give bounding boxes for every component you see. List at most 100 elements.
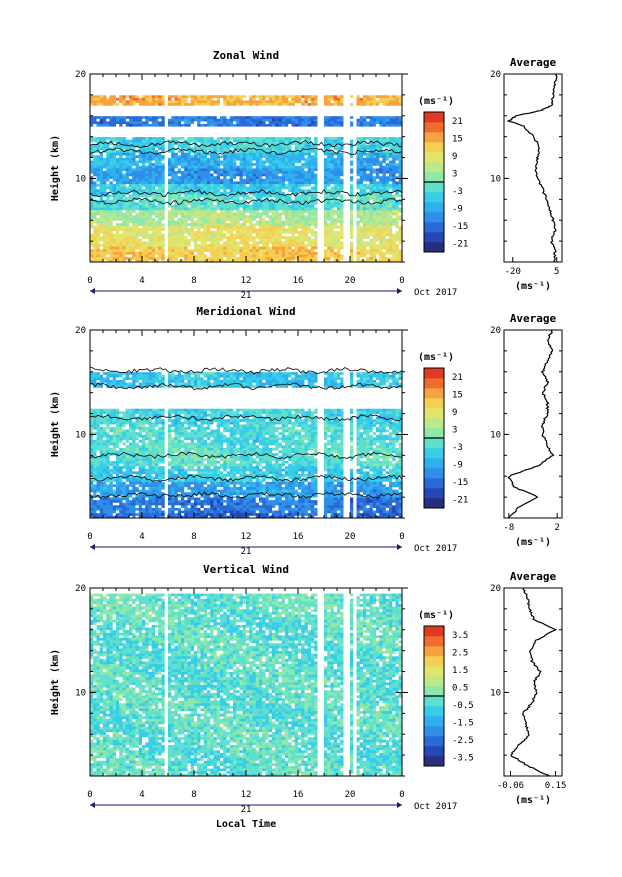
heatmap-cell: [100, 231, 104, 234]
heatmap-cell: [188, 79, 192, 82]
heatmap-cell: [207, 111, 211, 114]
heatmap-cell: [100, 252, 104, 255]
heatmap-cell: [116, 131, 120, 134]
heatmap-cell: [126, 118, 130, 121]
heatmap-cell: [119, 184, 123, 187]
heatmap-cell: [220, 205, 224, 208]
heatmap-cell: [171, 116, 175, 119]
heatmap-cell: [158, 163, 162, 166]
heatmap-cell: [142, 98, 146, 101]
heatmap-cell: [191, 210, 195, 213]
heatmap-cell: [217, 176, 221, 179]
heatmap-cell: [126, 233, 130, 236]
heatmap-cell: [142, 181, 146, 184]
heatmap-cell: [90, 233, 94, 236]
heatmap-cell: [119, 131, 123, 134]
heatmap-cell: [132, 118, 136, 121]
heatmap-cell: [123, 82, 127, 85]
heatmap-cell: [126, 207, 130, 210]
heatmap-cell: [227, 131, 231, 134]
heatmap-cell: [123, 111, 127, 114]
heatmap-cell: [220, 87, 224, 90]
heatmap-cell: [136, 168, 140, 171]
heatmap-cell: [217, 82, 221, 85]
heatmap-cell: [149, 231, 153, 234]
heatmap-cell: [184, 228, 188, 231]
heatmap-cell: [227, 241, 231, 244]
heatmap-cell: [158, 134, 162, 137]
heatmap-cell: [158, 98, 162, 101]
heatmap-cell: [152, 82, 156, 85]
heatmap-cell: [191, 223, 195, 226]
heatmap-cell: [191, 155, 195, 158]
heatmap-cell: [227, 90, 231, 93]
heatmap-cell: [191, 249, 195, 252]
heatmap-cell: [233, 212, 237, 215]
heatmap-cell: [217, 189, 221, 192]
heatmap-cell: [201, 87, 205, 90]
heatmap-cell: [139, 181, 143, 184]
heatmap-cell: [210, 77, 214, 80]
heatmap-cell: [201, 254, 205, 257]
heatmap-cell: [129, 121, 133, 124]
heatmap-cell: [223, 118, 227, 121]
heatmap-cell: [175, 103, 179, 106]
heatmap-cell: [214, 103, 218, 106]
heatmap-cell: [162, 239, 166, 242]
heatmap-cell: [194, 165, 198, 168]
heatmap-cell: [207, 129, 211, 132]
heatmap-cell: [113, 199, 117, 202]
heatmap-cell: [165, 236, 169, 239]
heatmap-cell: [210, 241, 214, 244]
heatmap-cell: [233, 77, 237, 80]
heatmap-cell: [204, 77, 208, 80]
heatmap-cell: [152, 79, 156, 82]
heatmap-cell: [110, 249, 114, 252]
heatmap-cell: [119, 121, 123, 124]
heatmap-cell: [103, 257, 107, 260]
heatmap-cell: [197, 108, 201, 111]
heatmap-cell: [230, 113, 234, 116]
heatmap-cell: [103, 145, 107, 148]
heatmap-cell: [233, 210, 237, 213]
heatmap-cell: [220, 134, 224, 137]
heatmap-cell: [110, 197, 114, 200]
heatmap-cell: [110, 145, 114, 148]
heatmap-cell: [152, 228, 156, 231]
heatmap-cell: [113, 160, 117, 163]
heatmap-cell: [149, 252, 153, 255]
heatmap-cell: [191, 246, 195, 249]
heatmap-cell: [132, 95, 136, 98]
heatmap-cell: [171, 129, 175, 132]
heatmap-cell: [171, 186, 175, 189]
heatmap-cell: [210, 225, 214, 228]
heatmap-cell: [184, 90, 188, 93]
heatmap-cell: [227, 158, 231, 161]
heatmap-cell: [155, 129, 159, 132]
heatmap-cell: [162, 252, 166, 255]
heatmap-cell: [210, 155, 214, 158]
heatmap-cell: [168, 181, 172, 184]
heatmap-cell: [149, 249, 153, 252]
heatmap-cell: [214, 77, 218, 80]
heatmap-cell: [214, 181, 218, 184]
heatmap-cell: [110, 137, 114, 140]
heatmap-cell: [197, 82, 201, 85]
heatmap-cell: [145, 218, 149, 221]
heatmap-cell: [184, 233, 188, 236]
heatmap-cell: [214, 254, 218, 257]
heatmap-cell: [194, 147, 198, 150]
heatmap-cell: [214, 241, 218, 244]
heatmap-cell: [145, 118, 149, 121]
heatmap-cell: [93, 121, 97, 124]
heatmap-cell: [217, 210, 221, 213]
heatmap-cell: [175, 184, 179, 187]
heatmap-cell: [139, 252, 143, 255]
heatmap-cell: [129, 225, 133, 228]
heatmap-cell: [178, 215, 182, 218]
heatmap-cell: [227, 176, 231, 179]
heatmap-cell: [110, 79, 114, 82]
heatmap-cell: [194, 168, 198, 171]
heatmap-cell: [100, 176, 104, 179]
heatmap-cell: [97, 124, 101, 127]
